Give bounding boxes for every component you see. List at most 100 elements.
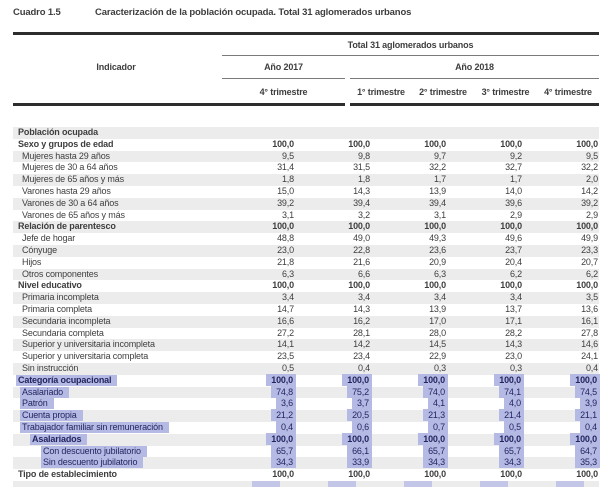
table-row: Categoría ocupacional 100,0 100,0 100,0 100,…	[13, 373, 600, 387]
row-value: 24,1	[581, 351, 598, 362]
row-value: 17,1	[505, 315, 522, 326]
year-2018-underline	[350, 78, 599, 79]
year-2018-header: Año 2018	[455, 62, 494, 72]
row-value: 1,7	[509, 174, 522, 185]
row-label: Nivel educativo	[18, 280, 82, 291]
row-value: 16,6	[277, 315, 294, 326]
row-label: Otros componentes	[22, 268, 98, 279]
table-row: Sin instrucción 0,5 0,4 0,3 0,3 0,4	[13, 362, 599, 375]
row-value	[371, 127, 447, 139]
table-row: Sexo y grupos de edad 100,0 100,0 100,0 100,…	[13, 139, 599, 151]
row-value: 49,9	[581, 233, 598, 244]
row-value: 2,0	[585, 174, 598, 185]
row-value: 74,1	[447, 385, 524, 399]
quarter-header: 4° trimestre	[544, 87, 592, 97]
row-value: 28,0	[429, 327, 446, 338]
row-value: 34,3	[219, 456, 296, 469]
row-value: 48,8	[277, 233, 294, 244]
row-value: 0,4	[523, 420, 600, 434]
row-value: 6,3	[433, 268, 446, 279]
row-value: 14,2	[353, 339, 370, 350]
row-value: 100,0	[272, 138, 294, 149]
table-title: Caracterización de la población ocupada.…	[95, 7, 412, 18]
row-value: 100,0	[500, 280, 522, 291]
row-value: 39,2	[581, 197, 598, 208]
row-value: 23,3	[581, 244, 598, 255]
table-row: Cónyuge 23,0 22,8 23,6 23,7 23,3	[13, 244, 599, 257]
row-value: 15,0	[277, 185, 294, 196]
row-label: Jefe de hogar	[22, 233, 76, 244]
row-value: 9,8	[357, 150, 370, 161]
row-label: Población ocupada	[18, 127, 98, 137]
row-value: 6,2	[585, 268, 598, 279]
row-value: 0,5	[447, 420, 524, 434]
row-value: 100,0	[576, 280, 598, 291]
row-value: 2,9	[509, 209, 522, 220]
row-value: 9,2	[509, 150, 522, 161]
row-value: 14,3	[353, 303, 370, 314]
table-row: Superior y universitaria incompleta 14,1 1…	[13, 339, 599, 352]
row-value: 100,0	[523, 373, 600, 387]
row-value: 100,0	[295, 373, 372, 387]
table-row: Primaria incompleta 3,4 3,4 3,4 3,4 3,5	[13, 292, 599, 304]
row-value: 9,5	[585, 150, 598, 161]
table-row: Mujeres de 30 a 64 años 31,4 31,5 32,2 32,7 3…	[13, 162, 599, 174]
row-value: 23,0	[277, 244, 294, 255]
row-value: 100,0	[447, 432, 524, 446]
header-bottom-rule-right	[350, 103, 599, 106]
row-value: 32,2	[581, 162, 598, 173]
table-row: Secundaria completa 27,2 28,1 28,0 28,2 27,8	[13, 328, 599, 340]
row-value: 65,7	[219, 444, 296, 458]
row-value: 21,8	[277, 256, 294, 267]
table-row: Asalariados 100,0 100,0 100,0 100,0 100,0	[13, 432, 600, 446]
quarter-header: 4° trimestre	[259, 87, 308, 97]
table-row: Mujeres de 65 años y más 1,8 1,8 1,7 1,7 2,0	[13, 174, 599, 186]
row-label: Sexo y grupos de edad	[18, 138, 114, 149]
row-value: 100,0	[219, 432, 296, 446]
row-value: 100,0	[424, 138, 446, 149]
row-value: 32,7	[505, 162, 522, 173]
top-rule	[13, 32, 599, 35]
row-value: 3,1	[281, 209, 294, 220]
year-2017-underline	[222, 78, 345, 79]
row-label: Hijos	[22, 256, 42, 267]
row-value: 4,0	[447, 397, 524, 410]
row-value: 21,4	[447, 409, 524, 422]
row-value: 22,8	[353, 244, 370, 255]
row-value: 0,4	[219, 420, 296, 434]
row-label: Secundaria incompleta	[22, 315, 111, 326]
row-value: 100,0	[272, 469, 294, 480]
table-row: Cuenta propia 21,2 20,5 21,3 21,4 21,1	[13, 409, 600, 422]
row-value: 14,3	[353, 185, 370, 196]
cuadro-number: Cuadro 1.5	[13, 7, 61, 18]
row-label: Asalariados	[13, 433, 219, 446]
row-value: 100,0	[576, 469, 598, 480]
row-value: 13,9	[429, 303, 446, 314]
cutoff-row-selection	[252, 481, 280, 487]
row-value: 21,6	[353, 256, 370, 267]
row-value: 39,6	[505, 197, 522, 208]
year-2017-header: Año 2017	[264, 62, 303, 72]
row-value: 3,7	[295, 397, 372, 410]
row-value: 100,0	[219, 373, 296, 387]
row-label: Mujeres de 65 años y más	[22, 174, 124, 185]
row-value: 100,0	[500, 221, 522, 232]
row-label: Primaria completa	[22, 303, 92, 314]
row-value: 2,9	[585, 209, 598, 220]
table-row: Varones de 30 a 64 años 39,2 39,4 39,4 39,6 3…	[13, 197, 599, 210]
column-group-header: Total 31 aglomerados urbanos	[347, 40, 474, 50]
cutoff-row-selection	[328, 481, 356, 487]
row-value: 23,5	[277, 351, 294, 362]
row-value: 3,4	[433, 292, 446, 303]
row-label: Relación de parentesco	[18, 221, 116, 232]
row-label: Superior y universitaria incompleta	[22, 339, 155, 350]
row-label: Secundaria completa	[22, 327, 104, 338]
row-value: 4,1	[371, 397, 448, 410]
row-value: 0,4	[357, 362, 370, 373]
row-value: 1,7	[433, 174, 446, 185]
row-value: 3,4	[281, 292, 294, 303]
row-value	[295, 127, 371, 139]
table-row: Sin descuento jubilatorio 34,3 33,9 34,3 34,…	[13, 456, 600, 470]
row-label: Varones de 30 a 64 años	[22, 197, 119, 208]
